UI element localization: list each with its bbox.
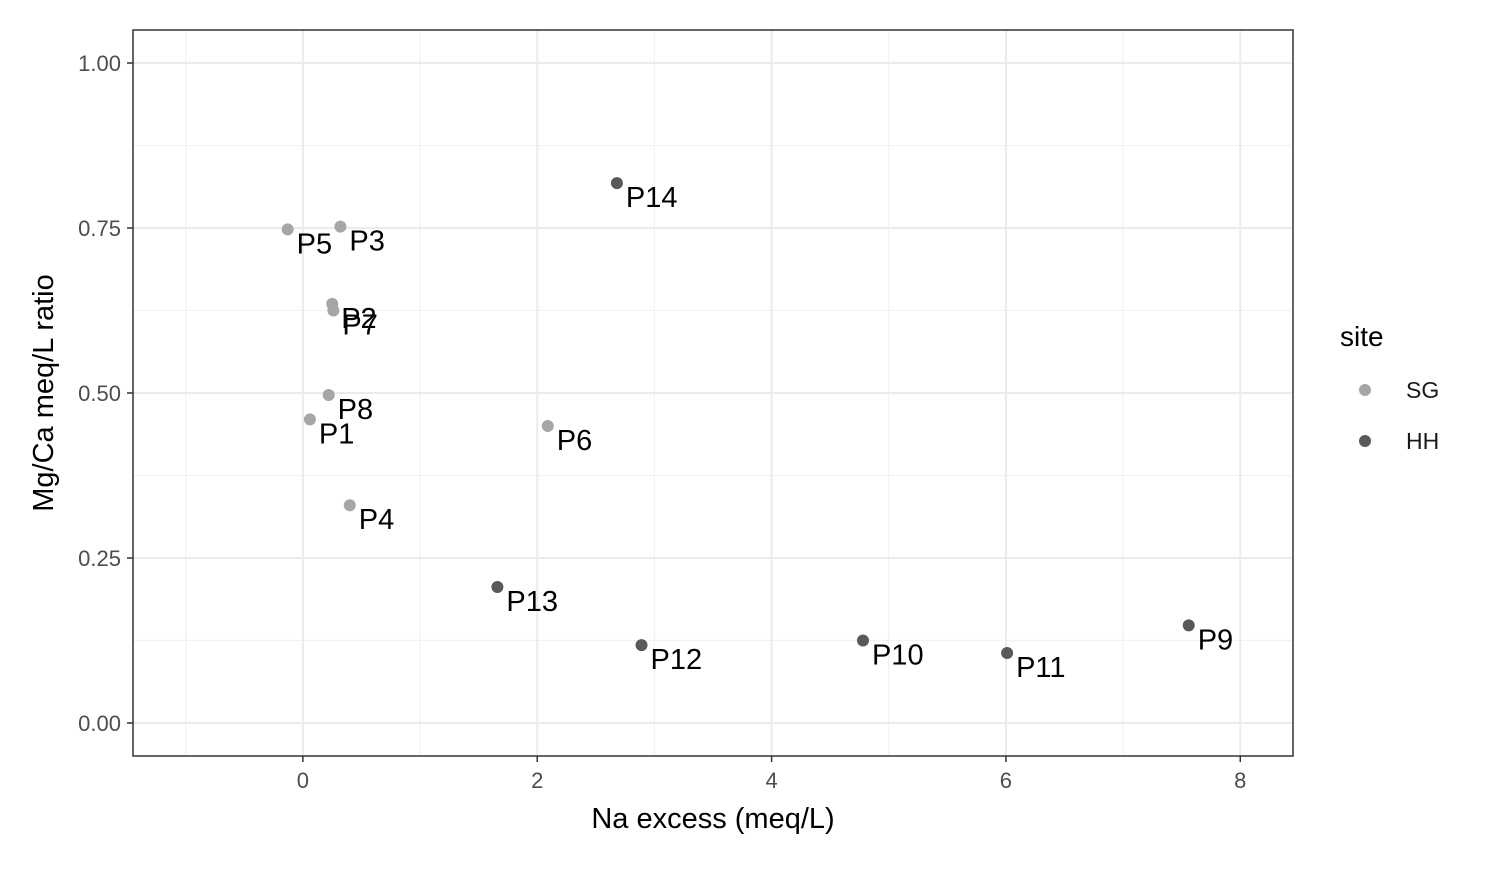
x-axis-title: Na excess (meq/L) bbox=[591, 803, 834, 835]
data-point-p1 bbox=[303, 413, 316, 426]
data-point-p10 bbox=[856, 634, 869, 647]
legend-title: site bbox=[1340, 321, 1384, 352]
y-tick-label: 0.25 bbox=[78, 546, 121, 571]
point-label-p3: P3 bbox=[349, 226, 384, 258]
point-label-p13: P13 bbox=[506, 586, 558, 618]
point-label-p12: P12 bbox=[651, 644, 703, 676]
legend-label-sg: SG bbox=[1406, 377, 1439, 403]
y-tick-label: 1.00 bbox=[78, 51, 121, 76]
data-point-p5 bbox=[281, 223, 294, 236]
data-point-p11 bbox=[1001, 647, 1014, 660]
data-point-p8 bbox=[322, 388, 335, 401]
data-point-p12 bbox=[635, 639, 648, 652]
y-tick-label: 0.50 bbox=[78, 381, 121, 406]
point-label-p7: P7 bbox=[342, 310, 377, 342]
y-tick-label: 0.75 bbox=[78, 216, 121, 241]
x-tick-label: 8 bbox=[1234, 768, 1246, 793]
point-label-p1: P1 bbox=[319, 418, 354, 450]
x-tick-label: 4 bbox=[765, 768, 777, 793]
data-point-p7 bbox=[327, 304, 340, 317]
point-label-p11: P11 bbox=[1016, 652, 1065, 684]
data-point-p6 bbox=[541, 420, 554, 432]
legend-key-sg bbox=[1359, 384, 1371, 396]
point-label-p9: P9 bbox=[1198, 624, 1233, 656]
point-label-p14: P14 bbox=[626, 182, 678, 214]
data-point-p13 bbox=[491, 581, 504, 594]
data-point-p3 bbox=[334, 220, 347, 233]
x-tick-label: 2 bbox=[531, 768, 543, 793]
point-label-p5: P5 bbox=[297, 228, 332, 260]
legend-key-hh bbox=[1359, 435, 1371, 447]
point-label-p10: P10 bbox=[872, 640, 924, 672]
y-axis-title: Mg/Ca meq/L ratio bbox=[28, 274, 60, 511]
y-tick-label: 0.00 bbox=[78, 711, 121, 736]
x-tick-label: 6 bbox=[1000, 768, 1012, 793]
legend-label-hh: HH bbox=[1406, 428, 1439, 454]
data-point-p14 bbox=[610, 177, 623, 190]
point-label-p8: P8 bbox=[338, 394, 373, 426]
point-label-p6: P6 bbox=[557, 425, 592, 457]
data-point-p9 bbox=[1182, 619, 1195, 632]
point-label-p2: P2 bbox=[341, 303, 376, 335]
data-point-p4 bbox=[343, 499, 356, 512]
x-tick-label: 0 bbox=[297, 768, 309, 793]
point-label-p4: P4 bbox=[359, 504, 394, 536]
